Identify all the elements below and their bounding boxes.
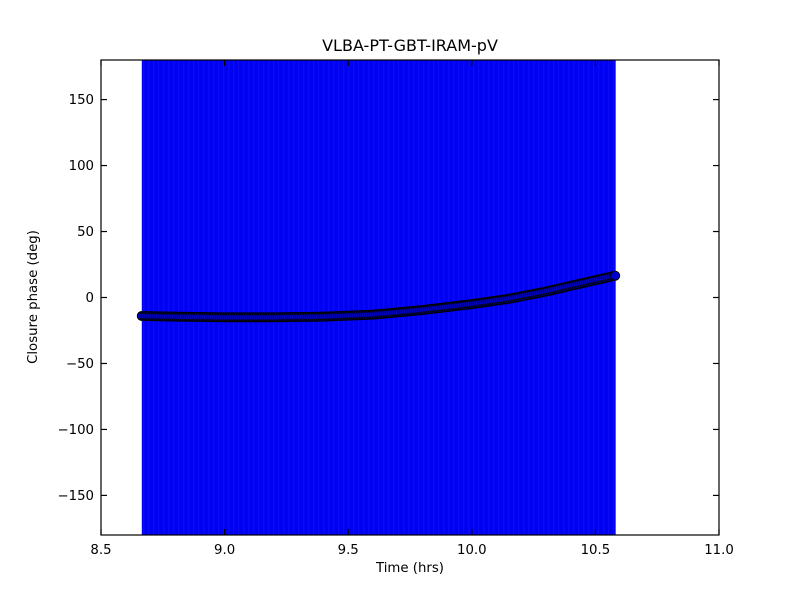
y-tick-label: 150 [69, 93, 94, 108]
y-tick-label: 0 [86, 291, 94, 306]
y-tick-label: 100 [69, 159, 94, 174]
data-point-last [610, 270, 621, 281]
y-tick-label: −50 [66, 357, 94, 372]
y-tick-label: −150 [57, 489, 94, 504]
x-tick-label: 9.0 [214, 543, 235, 558]
chart-title: VLBA-PT-GBT-IRAM-pV [322, 36, 498, 55]
x-tick-label: 9.5 [338, 543, 359, 558]
x-tick-label: 10.0 [457, 543, 487, 558]
x-tick-labels: 8.5 9.0 9.5 10.0 10.5 11.0 [90, 543, 733, 558]
error-band [141, 60, 616, 535]
x-axis-label: Time (hrs) [375, 561, 444, 576]
y-tick-label: −100 [57, 423, 94, 438]
x-tick-label: 8.5 [90, 543, 111, 558]
data-series-markers [136, 270, 621, 323]
axes-frame [100, 59, 720, 536]
y-axis-label: Closure phase (deg) [26, 230, 41, 364]
y-tick-label: 50 [77, 225, 94, 240]
x-tick-label: 10.5 [581, 543, 611, 558]
x-tick-label: 11.0 [704, 543, 734, 558]
y-tick-labels: −150 −100 −50 0 50 100 150 [57, 93, 94, 504]
